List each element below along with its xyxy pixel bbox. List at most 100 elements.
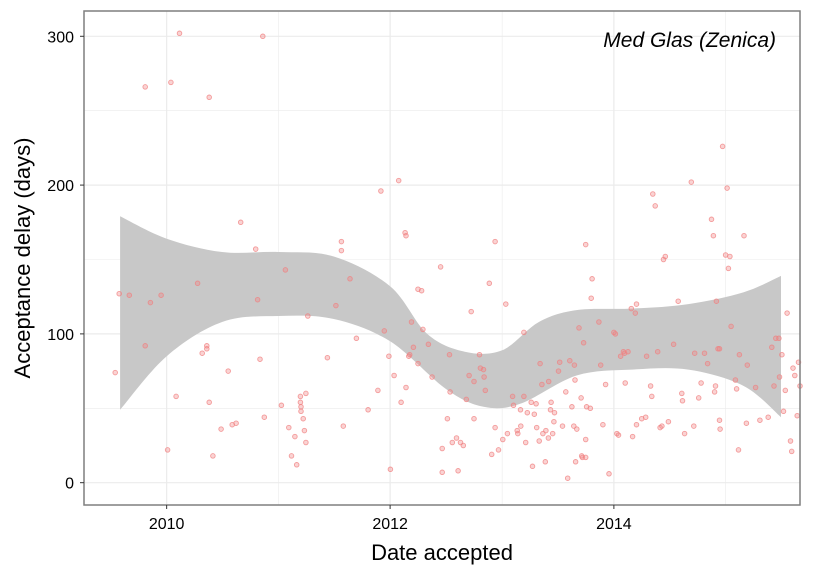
data-point (286, 424, 292, 431)
data-point (780, 408, 787, 415)
data-point (574, 426, 580, 432)
y-tick-label: 0 (65, 476, 74, 493)
data-point (338, 247, 345, 254)
data-point (617, 353, 624, 359)
data-points (112, 30, 803, 481)
data-point (466, 372, 472, 379)
data-point (650, 191, 656, 197)
data-point (112, 369, 118, 376)
data-point (338, 238, 345, 245)
data-point (588, 295, 594, 301)
data-point (716, 417, 723, 423)
data-point (237, 219, 244, 226)
data-point (406, 351, 413, 358)
data-point (701, 350, 708, 356)
data-point (790, 365, 796, 371)
data-point (420, 326, 426, 333)
data-point (547, 407, 554, 413)
data-point (439, 445, 445, 452)
data-point (548, 399, 554, 406)
data-point (199, 350, 205, 356)
data-point (453, 435, 460, 441)
data-point (126, 292, 133, 298)
data-point (643, 353, 650, 359)
data-point (142, 343, 148, 349)
data-point (387, 466, 394, 473)
data-point (529, 463, 536, 470)
data-point (293, 462, 300, 468)
chart-annotation: Med Glas (Zenica) (603, 29, 776, 52)
data-point (410, 344, 417, 351)
data-point (633, 421, 640, 428)
data-point (460, 442, 467, 449)
data-point (576, 325, 582, 331)
grid (84, 11, 800, 505)
data-point (543, 427, 549, 434)
data-point (515, 430, 521, 437)
data-point (303, 439, 309, 446)
data-point (717, 426, 723, 432)
data-point (521, 393, 527, 400)
data-point (582, 436, 589, 443)
data-point (254, 296, 261, 303)
data-point (784, 310, 790, 316)
data-point (517, 407, 524, 413)
data-point (233, 420, 239, 426)
data-point (615, 432, 622, 438)
data-point (659, 423, 665, 429)
data-point (691, 350, 698, 356)
data-point (771, 383, 777, 389)
data-point (724, 185, 730, 191)
data-point (725, 265, 732, 272)
data-point (647, 383, 654, 389)
data-point (528, 399, 534, 406)
data-point (391, 372, 397, 379)
data-point (415, 360, 421, 367)
data-point (488, 451, 495, 458)
data-point (395, 177, 402, 184)
data-point (691, 423, 697, 429)
data-point (537, 360, 543, 367)
data-point (398, 399, 404, 406)
data-point (278, 402, 285, 409)
data-point (587, 405, 594, 412)
data-point (679, 398, 686, 404)
data-point (735, 447, 742, 453)
data-point (300, 415, 306, 422)
data-point (698, 380, 704, 386)
data-point (545, 435, 552, 441)
data-point (743, 420, 750, 426)
data-point (292, 433, 298, 440)
data-point (381, 328, 388, 334)
data-point (297, 399, 304, 406)
data-point (437, 264, 444, 270)
data-point (539, 381, 545, 388)
data-point (625, 348, 631, 355)
data-point (252, 246, 259, 252)
data-point (792, 372, 798, 379)
data-point (765, 414, 771, 420)
data-point (324, 354, 331, 361)
data-point (449, 439, 456, 446)
data-point (572, 377, 578, 383)
data-point (551, 418, 557, 425)
data-point (563, 389, 569, 395)
data-point (260, 33, 266, 40)
data-point (744, 362, 751, 368)
data-point (378, 188, 384, 194)
data-point (471, 378, 477, 385)
data-point (681, 430, 688, 437)
data-point (580, 340, 587, 346)
data-point (622, 380, 628, 386)
data-point (288, 453, 295, 459)
data-point (495, 447, 502, 453)
data-point (794, 412, 800, 419)
data-point (408, 319, 415, 325)
data-point (194, 280, 201, 287)
x-axis-title: Date accepted (371, 540, 513, 565)
y-tick-label: 200 (47, 178, 74, 195)
data-point (533, 401, 539, 407)
data-point (333, 302, 339, 309)
data-point (632, 310, 639, 316)
data-point (403, 384, 409, 391)
